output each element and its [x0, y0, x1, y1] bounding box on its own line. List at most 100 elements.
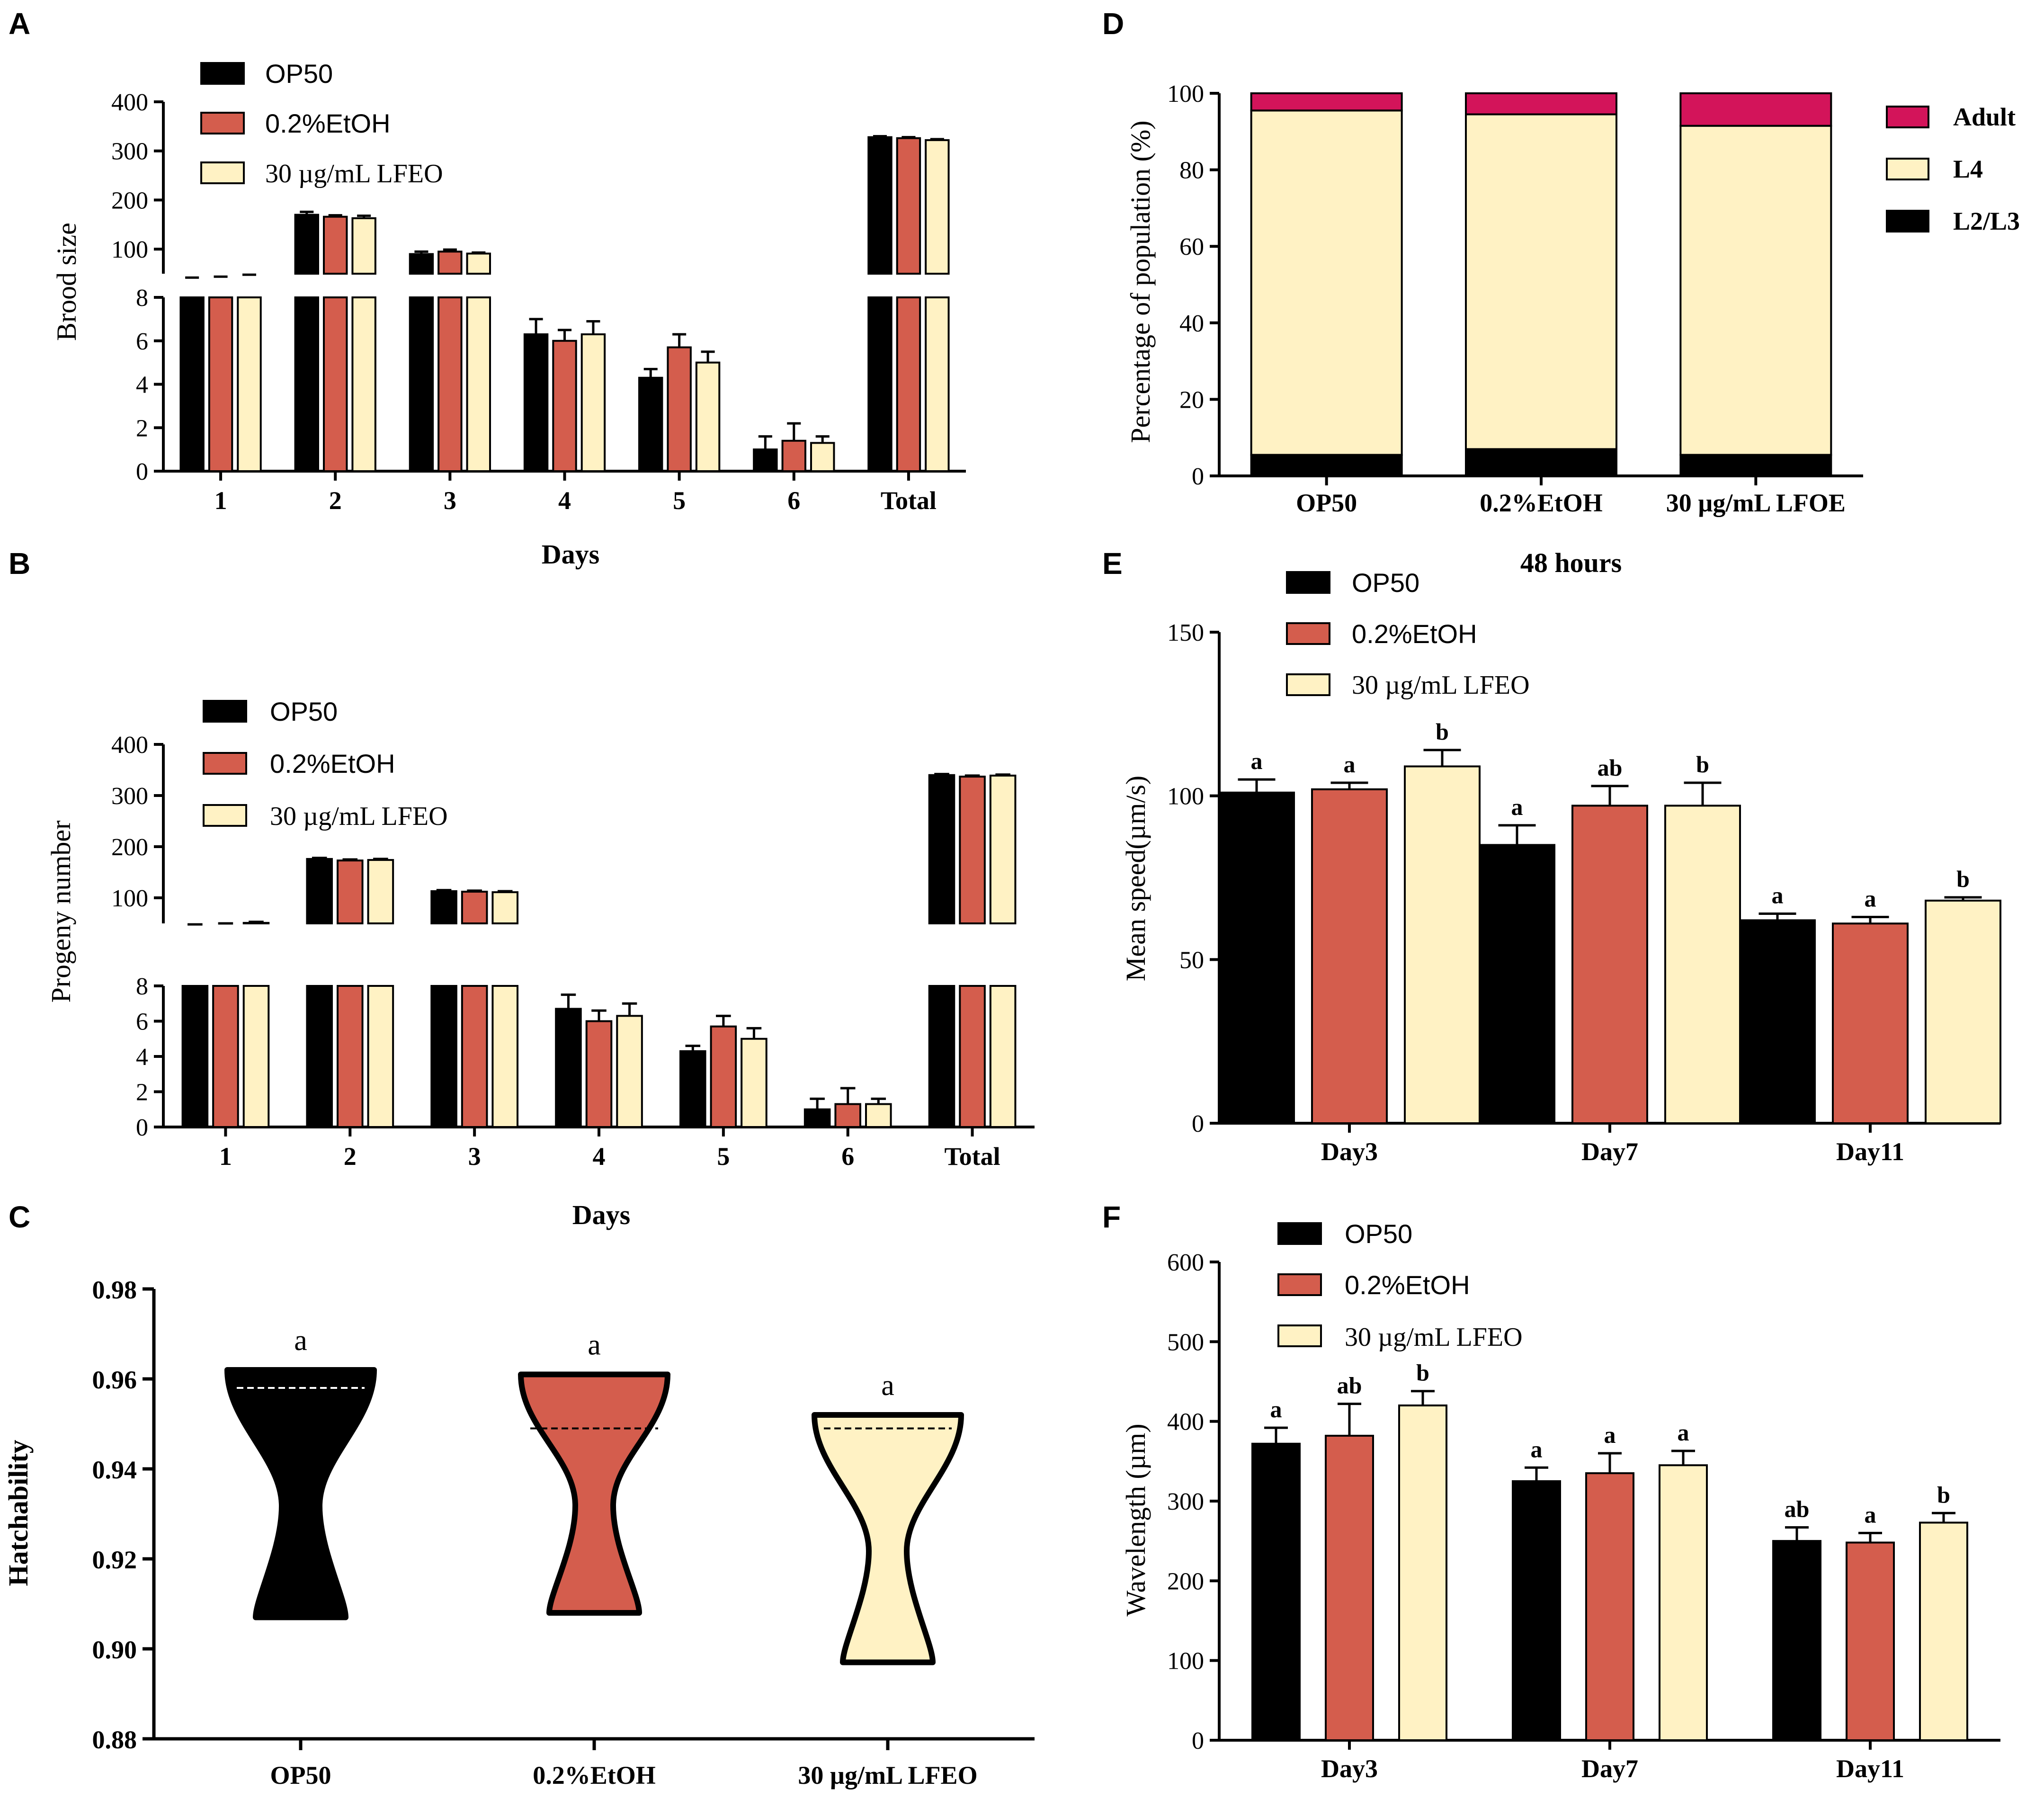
panel-B-xtick-label: 1 [219, 1142, 232, 1171]
panel-C-xtick-label: 0.2%EtOH [533, 1761, 656, 1789]
panel-B-bar-op50-lower [430, 985, 457, 1128]
panel-E-bar-30-g-ml-lfeo [1925, 899, 2001, 1124]
panel-A-xtick-label: 2 [329, 486, 342, 515]
panel-C-significance-letter: a [294, 1324, 307, 1357]
panel-B-bar-30-g-ml-lfeo-lower [491, 985, 519, 1128]
panel-F-legend-swatch-2 [1277, 1324, 1322, 1347]
panel-D-segment-l2-l3 [1465, 448, 1617, 477]
panel-A-xtick-label: 6 [787, 486, 800, 515]
panel-A-bar-op50 [638, 376, 663, 472]
panel-E-significance-letter: b [1956, 866, 1970, 892]
panel-A-bar-0-2-etoh [552, 340, 577, 472]
panel-A-ytick-label-upper: 100 [111, 236, 148, 263]
panel-D-legend-swatch-2 [1886, 210, 1929, 233]
panel-E-significance-letter: a [1865, 885, 1876, 912]
panel-E-significance-letter: a [1251, 748, 1263, 774]
panel-A-bar-0-2-etoh-upper [437, 250, 463, 275]
panel-E-legend-swatch-0 [1286, 571, 1330, 594]
panel-B-bar-30-g-ml-lfeo-lower [242, 985, 270, 1128]
panel-A-bar-op50-lower [294, 296, 319, 472]
panel-B-bar-op50 [803, 1108, 831, 1128]
panel-A-legend-swatch-0 [200, 62, 245, 85]
panel-F-significance-letter: ab [1785, 1496, 1810, 1522]
panel-f-ylabel: Wavelength (µm) [1120, 1423, 1151, 1616]
panel-letter-c: C [9, 1200, 30, 1234]
panel-E-bar-0-2-etoh [1571, 805, 1648, 1124]
panel-A-bar-op50-lower [179, 296, 205, 472]
panel-A-ytick-label-lower: 0 [136, 458, 148, 485]
panel-F-ytick-label: 100 [1167, 1648, 1204, 1675]
panel-C-xtick-label: OP50 [270, 1761, 331, 1789]
panel-B-bar-op50-lower [306, 985, 333, 1128]
panel-A-ytick-label-lower: 4 [136, 372, 148, 399]
panel-E-xtick-label: Day7 [1581, 1137, 1638, 1166]
panel-E-bar-0-2-etoh [1832, 922, 1909, 1124]
panel-B-ytick-label-upper: 200 [111, 834, 148, 861]
panel-D-segment-l2-l3 [1679, 454, 1832, 477]
panel-E-significance-letter: ab [1598, 754, 1623, 781]
panel-F-bar-0-2-etoh [1325, 1434, 1374, 1741]
panel-a-legend-op50: OP50 [265, 59, 333, 89]
panel-A-bar-30-g-ml-lfeo-upper [351, 217, 376, 275]
panel-B-ytick-label-lower: 2 [136, 1079, 148, 1106]
panel-D-legend-swatch-0 [1886, 106, 1929, 128]
panel-A-bar-0-2-etoh-lower [323, 296, 348, 472]
panel-D-legend-swatch-1 [1886, 158, 1929, 180]
panel-B-bar-30-g-ml-lfeo-lower [989, 985, 1017, 1128]
panel-B-bar-0-2-etoh-lower [959, 985, 986, 1128]
panel-D-legend-label: Adult [1953, 103, 2016, 131]
panel-B-bar-op50-upper [928, 774, 955, 925]
panel-A-xtick-label: 3 [444, 486, 456, 515]
panel-C-significance-letter: a [588, 1329, 601, 1361]
panel-B-bar-0-2-etoh [834, 1103, 862, 1128]
panel-E-bar-30-g-ml-lfeo [1404, 765, 1481, 1124]
panel-E-xtick-label: Day11 [1836, 1137, 1904, 1166]
panel-E-bar-30-g-ml-lfeo [1664, 805, 1741, 1124]
panel-f-legend-etoh: 0.2%EtOH [1345, 1270, 1470, 1300]
panel-A-bar-0-2-etoh-upper [896, 137, 921, 275]
panel-F-bar-op50 [1772, 1540, 1821, 1742]
panel-C-violin-0 [224, 1367, 377, 1620]
panel-B-xtick-label: 3 [468, 1142, 481, 1171]
panel-F-significance-letter: a [1531, 1436, 1543, 1462]
panel-D-segment-l2-l3 [1250, 454, 1403, 477]
panel-A-bar-op50 [523, 333, 549, 472]
panel-A-xtick-label: 1 [214, 486, 227, 515]
panel-b-xlabel: Days [572, 1199, 630, 1230]
panel-F-legend-swatch-0 [1277, 1222, 1322, 1245]
panel-B-bar-0-2-etoh-lower [461, 985, 488, 1128]
panel-E-significance-letter: a [1511, 794, 1523, 820]
panel-A-ytick-label-lower: 8 [136, 285, 148, 312]
panel-B-bar-0-2-etoh-lower [337, 985, 364, 1128]
panel-F-bar-op50 [1512, 1480, 1561, 1742]
panel-F-ytick-label: 600 [1167, 1249, 1204, 1276]
panel-D-segment-adult [1250, 92, 1403, 112]
panel-E-bar-0-2-etoh [1311, 788, 1388, 1124]
panel-D-ytick-label: 60 [1179, 233, 1204, 260]
panel-B-bar-0-2-etoh [710, 1025, 737, 1128]
panel-D-segment-adult [1679, 92, 1832, 127]
panel-D-ytick-label: 20 [1179, 386, 1204, 413]
panel-B-ytick-label-upper: 300 [111, 783, 148, 810]
panel-e-legend-op50: OP50 [1352, 568, 1419, 598]
panel-A-ytick-label-lower: 6 [136, 328, 148, 355]
panel-b-legend-op50: OP50 [270, 697, 338, 726]
panel-F-significance-letter: a [1678, 1419, 1689, 1446]
panel-B-bar-0-2-etoh-upper [461, 891, 488, 925]
panel-E-ytick-label: 100 [1167, 783, 1204, 810]
panel-F-xtick-label: Day3 [1321, 1754, 1378, 1783]
panel-A-legend-swatch-2 [200, 161, 245, 184]
panel-E-xtick-label: Day3 [1321, 1137, 1378, 1166]
panel-B-bar-op50 [555, 1008, 582, 1128]
panel-E-ytick-label: 150 [1167, 619, 1204, 646]
panel-F-ytick-label: 300 [1167, 1488, 1204, 1515]
panel-e-legend-lfeo: 30 µg/mL LFEO [1352, 671, 1530, 700]
panel-E-significance-letter: b [1436, 718, 1449, 745]
panel-B-legend-swatch-0 [203, 700, 247, 723]
panel-F-bar-30-g-ml-lfeo [1919, 1521, 1968, 1741]
panel-a-legend-etoh: 0.2%EtOH [265, 108, 391, 138]
panel-F-ytick-label: 200 [1167, 1568, 1204, 1595]
panel-e-ylabel: Mean speed(µm/s) [1120, 776, 1151, 981]
